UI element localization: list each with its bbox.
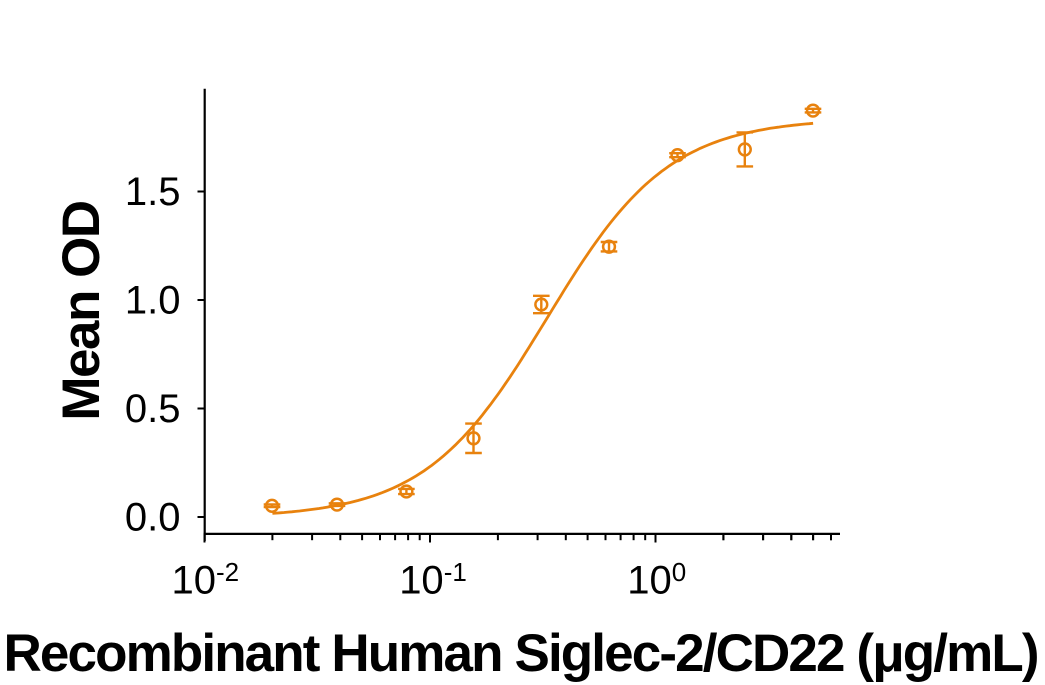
- svg-text:0.0: 0.0: [125, 496, 181, 540]
- svg-text:1.5: 1.5: [125, 170, 181, 214]
- svg-text:1.0: 1.0: [125, 279, 181, 323]
- svg-text:0.5: 0.5: [125, 387, 181, 431]
- svg-text:Mean OD: Mean OD: [52, 201, 111, 420]
- svg-text:Recombinant Human Siglec-2/CD2: Recombinant Human Siglec-2/CD22 (μg/mL): [4, 624, 1040, 683]
